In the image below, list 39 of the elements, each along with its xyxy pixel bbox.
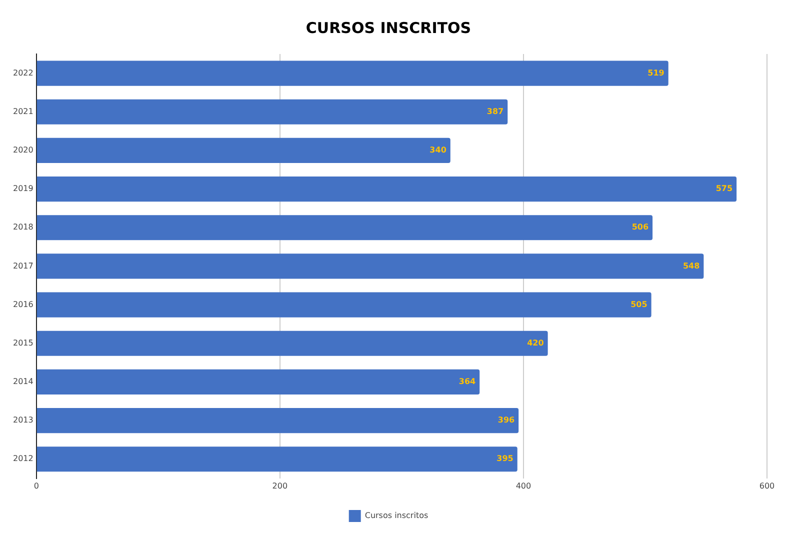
chart-title: CURSOS INSCRITOS: [306, 18, 472, 37]
bar: [36, 215, 653, 240]
bar: [36, 99, 508, 124]
y-tick-label: 2014: [13, 377, 34, 386]
x-tick-label: 0: [34, 481, 39, 490]
bar: [36, 292, 652, 318]
data-label: 506: [632, 222, 649, 232]
data-label: 340: [430, 146, 447, 155]
y-tick-label: 2012: [13, 454, 34, 464]
y-tick-label: 2021: [13, 106, 34, 116]
bar: [36, 330, 548, 356]
data-label: 420: [527, 338, 544, 348]
data-label: 519: [648, 68, 665, 78]
legend-label: Cursos inscritos: [364, 511, 428, 520]
bar: [36, 176, 737, 202]
bar: [36, 254, 704, 279]
bar: [36, 60, 668, 86]
y-tick-label: 2013: [13, 416, 34, 425]
y-tick-label: 2020: [13, 146, 34, 155]
data-label: 396: [498, 416, 516, 425]
x-tick-label: 600: [759, 481, 775, 490]
y-tick-label: 2018: [13, 222, 34, 232]
y-tick-label: 2022: [13, 68, 34, 78]
bar: [36, 446, 518, 472]
x-tick-label: 400: [516, 481, 532, 490]
y-tick-label: 2016: [13, 300, 34, 309]
y-tick-label: 2019: [13, 184, 34, 194]
y-tick-label: 2015: [13, 338, 34, 348]
data-label: 505: [630, 300, 648, 309]
data-label: 395: [496, 454, 514, 464]
x-tick-label: 200: [272, 481, 288, 490]
data-label: 575: [716, 184, 733, 194]
data-label: 387: [486, 106, 504, 116]
data-label: 364: [458, 377, 476, 386]
bar: [36, 408, 519, 434]
data-label: 548: [682, 261, 700, 270]
y-tick-label: 2017: [13, 261, 34, 270]
bar: [36, 369, 480, 394]
bar: [36, 138, 450, 163]
